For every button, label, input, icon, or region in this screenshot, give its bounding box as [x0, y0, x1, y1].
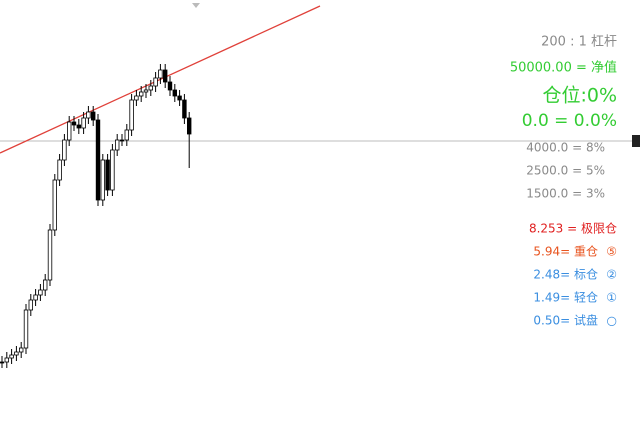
candle-body [9, 354, 14, 359]
candle-body [110, 149, 115, 191]
marker [192, 3, 200, 8]
candle-body [162, 69, 168, 83]
lot-label[interactable]: 0.50= 试盘 [533, 313, 598, 328]
candle-body [52, 179, 57, 231]
candle-body [23, 309, 29, 349]
candle-body [158, 69, 163, 79]
candle-body [167, 81, 173, 91]
candle-body [71, 121, 77, 126]
lot-icon[interactable]: ○ [607, 314, 617, 328]
equity: 50000.00 = 净值 [510, 60, 617, 76]
candles [0, 64, 192, 368]
candle-body [0, 361, 5, 364]
candle-body [115, 139, 120, 151]
candle-body [186, 117, 192, 135]
lot-icon[interactable]: ② [606, 268, 617, 282]
candle-body [119, 139, 125, 142]
candle-body [129, 99, 134, 131]
candle-body [91, 111, 96, 121]
candle-body [57, 159, 62, 181]
candle-body [4, 357, 9, 363]
price-tag [632, 135, 640, 147]
lot-label[interactable]: 5.94= 重仓 [533, 245, 598, 259]
lot-icon[interactable]: ① [606, 291, 617, 305]
level: 4000.0 = 8% [526, 141, 605, 155]
candle-body [67, 121, 72, 141]
candle-body [124, 129, 129, 141]
candle-body [76, 124, 81, 129]
position-value: 0.0 = 0.0% [522, 111, 617, 131]
position: 仓位:0% [542, 85, 617, 107]
lot-label[interactable]: 2.48= 标仓 [533, 268, 598, 282]
leverage: 200 : 1 杠杆 [541, 34, 617, 50]
limit-lot: 8.253 = 极限仓 [529, 222, 617, 236]
candle-body [143, 89, 149, 93]
candle-body [172, 89, 177, 97]
candle-body [38, 289, 43, 296]
candle-body [134, 95, 139, 101]
candle-body [182, 99, 187, 119]
candle-body [81, 117, 86, 129]
candle-body [153, 77, 158, 87]
candle-body [100, 159, 105, 201]
candle-body [18, 347, 24, 353]
level: 2500.0 = 5% [526, 164, 605, 178]
level: 1500.0 = 3% [526, 187, 605, 201]
candle-body [148, 85, 153, 91]
candle-body [177, 95, 182, 101]
candle-body [138, 91, 144, 97]
candle-body [105, 159, 110, 191]
candle-body [86, 111, 91, 119]
candle-body [62, 139, 67, 161]
candle-body [14, 351, 19, 356]
candle-body [33, 294, 38, 301]
lot-label[interactable]: 1.49= 轻仓 [533, 291, 598, 305]
candle-body [28, 299, 33, 311]
candle-body [43, 279, 48, 291]
lot-icon[interactable]: ⑤ [606, 245, 617, 259]
candle-body [95, 119, 101, 201]
candle-body [47, 229, 53, 281]
